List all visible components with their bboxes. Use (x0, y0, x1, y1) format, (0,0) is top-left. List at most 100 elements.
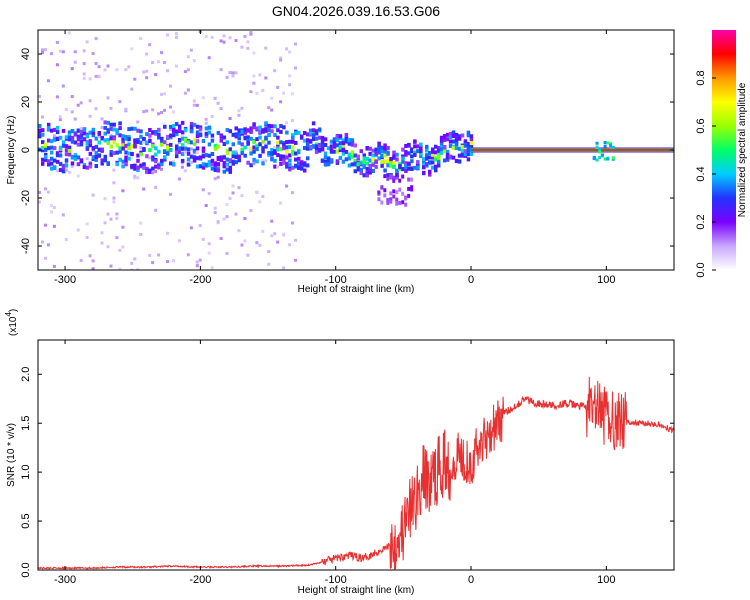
heatmap-cell (595, 141, 599, 145)
heatmap-cell (436, 156, 441, 161)
heatmap-cell (252, 161, 256, 165)
heatmap-cell (234, 126, 238, 131)
heatmap-cell (94, 151, 99, 156)
heatmap-cell (100, 147, 105, 152)
heatmap-cell (91, 259, 95, 263)
heatmap-cell (118, 267, 122, 270)
heatmap-cell (365, 171, 369, 176)
heatmap-cell (82, 163, 87, 168)
x-tick-label: 0 (468, 274, 474, 286)
heatmap-cell (52, 206, 56, 210)
heatmap-cell (46, 127, 51, 132)
heatmap-cell (371, 153, 375, 158)
heatmap-cell (112, 127, 116, 132)
heatmap-cell (136, 139, 140, 144)
heatmap-cell (103, 120, 107, 125)
heatmap-cell (469, 152, 474, 157)
heatmap-cell (38, 128, 42, 133)
heatmap-cell (88, 77, 92, 81)
heatmap-cell (270, 219, 274, 223)
heatmap-cell (198, 258, 202, 262)
heatmap-cell (261, 195, 265, 199)
heatmap-cell (43, 48, 47, 52)
heatmap-cell (234, 152, 238, 157)
heatmap-cell (234, 132, 238, 137)
heatmap-cell (383, 159, 387, 164)
heatmap-cell (79, 259, 83, 263)
heatmap-cell (255, 144, 259, 149)
heatmap-cell (225, 157, 230, 162)
heatmap-cell (139, 163, 143, 168)
heatmap-cell (168, 105, 172, 109)
snr-y-scale: (x104) (4, 309, 19, 336)
heatmap-cell (270, 234, 274, 238)
heatmap-cell (347, 141, 352, 146)
heatmap-cell (246, 160, 250, 165)
heatmap-cell (252, 125, 256, 130)
heatmap-cell (267, 132, 271, 137)
heatmap-cell (225, 215, 229, 219)
heatmap-cell (100, 231, 104, 235)
heatmap-cell (171, 124, 176, 129)
heatmap-cell (291, 92, 295, 96)
heatmap-cell (55, 63, 59, 67)
heatmap-cell (40, 161, 45, 166)
heatmap-cell (308, 139, 313, 144)
heatmap-cell (94, 158, 99, 163)
heatmap-cell (112, 181, 116, 185)
heatmap-cell (207, 56, 211, 60)
heatmap-cell (407, 151, 411, 156)
heatmap-cell (151, 155, 155, 160)
heatmap-cell (207, 242, 211, 246)
heatmap-cell (133, 257, 137, 261)
heatmap-cell (55, 151, 60, 156)
heatmap-cell (314, 146, 319, 151)
heatmap-cell (127, 137, 131, 142)
heatmap-cell (419, 145, 423, 150)
heatmap-cell (183, 150, 187, 154)
heatmap-cell (228, 129, 233, 134)
heatmap-cell (192, 138, 197, 143)
heatmap-cell (222, 155, 227, 160)
heatmap-cell (237, 154, 241, 159)
heatmap-cell (177, 239, 181, 243)
heatmap-cell (168, 161, 173, 166)
heatmap-cell (392, 189, 396, 194)
heatmap-cell (395, 152, 399, 157)
heatmap-cell (91, 146, 96, 151)
heatmap-cell (234, 155, 238, 160)
heatmap-cell (61, 50, 65, 54)
heatmap-cell (76, 228, 80, 232)
heatmap-cell (276, 140, 280, 145)
heatmap-cell (341, 138, 346, 143)
heatmap-cell (329, 149, 334, 154)
heatmap-cell (344, 149, 349, 154)
heatmap-cell (216, 155, 221, 160)
heatmap-cell (308, 131, 313, 136)
heatmap-cell (410, 154, 414, 159)
heatmap-cell (124, 136, 128, 141)
heatmap-cell (142, 165, 146, 170)
heatmap-cell (180, 134, 184, 138)
heatmap-cell (115, 130, 119, 135)
heatmap-cell (258, 73, 262, 77)
heatmap-cell (225, 251, 229, 255)
heatmap-cell (249, 209, 253, 213)
heatmap-cell (61, 128, 66, 133)
heatmap-cell (314, 136, 319, 141)
heatmap-cell (82, 165, 87, 170)
heatmap-cell (52, 146, 57, 151)
heatmap-cell (427, 160, 432, 165)
heatmap-cell (442, 134, 447, 139)
heatmap-cell (350, 140, 355, 145)
heatmap-cell (276, 147, 280, 152)
heatmap-cell (270, 151, 274, 156)
heatmap-cell (160, 92, 164, 96)
heatmap-cell (43, 142, 48, 147)
heatmap-cell (389, 197, 393, 202)
heatmap-cell (61, 140, 66, 145)
heatmap-cell (430, 160, 435, 165)
heatmap-cell (448, 143, 453, 148)
heatmap-cell (320, 139, 325, 144)
heatmap-cell (166, 145, 170, 150)
